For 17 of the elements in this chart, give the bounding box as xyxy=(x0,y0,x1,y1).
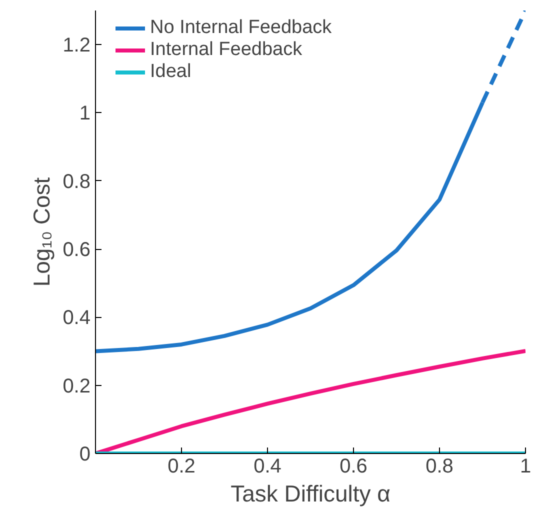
x-axis-title: Task Difficulty α xyxy=(230,480,390,506)
y-tick-label: 1.2 xyxy=(62,34,91,57)
x-tick-label: 0.8 xyxy=(426,456,454,478)
x-tick-label: 0.2 xyxy=(168,456,196,478)
x-tick-label: 0.4 xyxy=(254,456,282,478)
y-tick-label: 0.6 xyxy=(62,239,91,262)
y-tick-label: 0 xyxy=(79,444,90,466)
y-tick-label: 0.8 xyxy=(62,170,91,193)
y-tick-label: 0.2 xyxy=(62,375,91,398)
legend-label: Internal Feedback xyxy=(150,39,302,61)
legend-label: No Internal Feedback xyxy=(150,17,332,39)
y-tick-label: 0.4 xyxy=(62,307,91,330)
y-axis-title: Log₁₀ Cost xyxy=(28,176,55,287)
y-tick-label: 1 xyxy=(79,102,90,125)
legend-label: Ideal xyxy=(150,61,192,83)
x-tick-label: 0.6 xyxy=(340,456,368,478)
x-tick-label: 1 xyxy=(520,456,532,478)
